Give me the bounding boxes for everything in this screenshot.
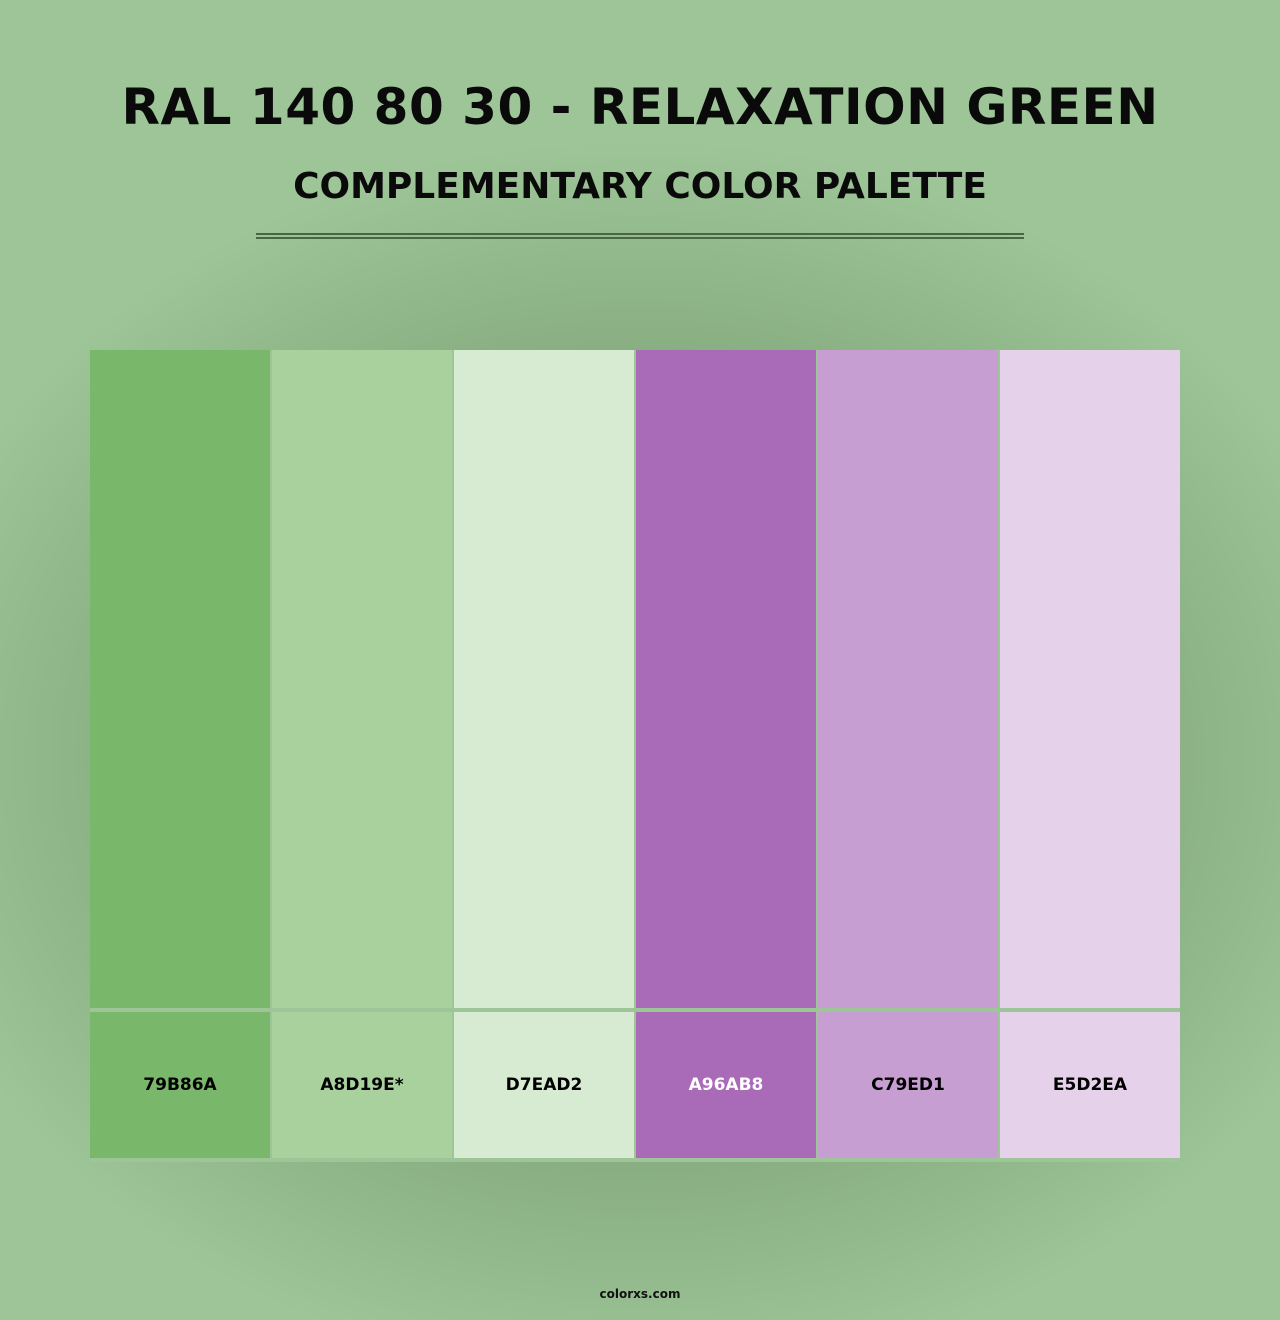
divider-line	[256, 233, 1024, 235]
page-title: RAL 140 80 30 - RELAXATION GREEN	[121, 78, 1159, 136]
swatch-column[interactable]: C79ED1	[818, 350, 998, 1162]
hex-label: C79ED1	[818, 1012, 998, 1158]
color-swatch[interactable]	[454, 350, 634, 1008]
color-palette: 79B86A A8D19E* D7EAD2 A96AB8 C79ED1 E5D2…	[90, 350, 1180, 1162]
color-swatch[interactable]	[818, 350, 998, 1008]
divider-line	[256, 237, 1024, 239]
hex-label: 79B86A	[90, 1012, 270, 1158]
color-swatch[interactable]	[272, 350, 452, 1008]
swatch-column[interactable]: D7EAD2	[454, 350, 634, 1162]
footer-site-link[interactable]: colorxs.com	[599, 1287, 681, 1301]
hex-label: A8D19E*	[272, 1012, 452, 1158]
hex-label: D7EAD2	[454, 1012, 634, 1158]
hex-label: E5D2EA	[1000, 1012, 1180, 1158]
swatch-column[interactable]: A8D19E*	[272, 350, 452, 1162]
color-swatch[interactable]	[90, 350, 270, 1008]
hex-label: A96AB8	[636, 1012, 816, 1158]
color-swatch[interactable]	[1000, 350, 1180, 1008]
color-swatch[interactable]	[636, 350, 816, 1008]
swatch-column[interactable]: E5D2EA	[1000, 350, 1180, 1162]
swatch-column[interactable]: A96AB8	[636, 350, 816, 1162]
swatch-column[interactable]: 79B86A	[90, 350, 270, 1162]
page-subtitle: COMPLEMENTARY COLOR PALETTE	[293, 166, 987, 207]
